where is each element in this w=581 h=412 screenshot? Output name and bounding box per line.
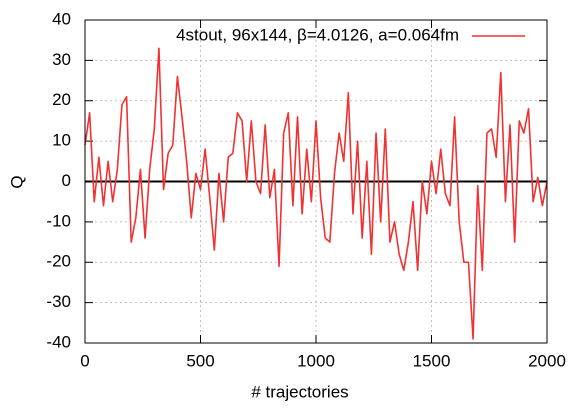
x-tick-label: 1000	[297, 351, 335, 370]
x-tick-label: 0	[80, 351, 89, 370]
y-tick-label: -30	[46, 292, 71, 311]
y-tick-label: 30	[52, 50, 71, 69]
y-tick-label: 10	[52, 131, 71, 150]
x-axis-label: # trajectories	[251, 382, 348, 401]
y-tick-label: -10	[46, 211, 71, 230]
x-tick-label: 2000	[528, 351, 566, 370]
y-tick-label: -40	[46, 332, 71, 351]
y-tick-label: 40	[52, 9, 71, 28]
y-tick-label: -20	[46, 252, 71, 271]
legend-label: 4stout, 96x144, β=4.0126, a=0.064fm	[176, 25, 459, 44]
y-axis-label: Q	[7, 175, 26, 188]
x-tick-label: 500	[186, 351, 214, 370]
y-tick-label: 20	[52, 90, 71, 109]
data-line	[84, 47, 548, 340]
y-tick-label: 0	[62, 171, 71, 190]
x-tick-label: 1500	[413, 351, 451, 370]
plot-frame	[84, 19, 548, 344]
